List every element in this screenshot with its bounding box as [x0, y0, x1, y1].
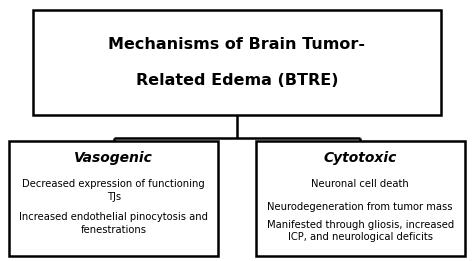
Text: Cytotoxic: Cytotoxic: [324, 151, 397, 165]
Text: Vasogenic: Vasogenic: [74, 151, 153, 165]
FancyBboxPatch shape: [9, 141, 218, 256]
Text: Mechanisms of Brain Tumor-: Mechanisms of Brain Tumor-: [109, 37, 365, 52]
Text: Related Edema (BTRE): Related Edema (BTRE): [136, 73, 338, 88]
Text: Decreased expression of functioning
TJs: Decreased expression of functioning TJs: [22, 179, 205, 202]
Text: Neurodegeneration from tumor mass: Neurodegeneration from tumor mass: [267, 203, 453, 212]
Text: Increased endothelial pinocytosis and
fenestrations: Increased endothelial pinocytosis and fe…: [19, 212, 208, 235]
Text: Neuronal cell death: Neuronal cell death: [311, 179, 409, 189]
FancyBboxPatch shape: [256, 141, 465, 256]
FancyBboxPatch shape: [33, 10, 441, 115]
Text: Manifested through gliosis, increased
ICP, and neurological deficits: Manifested through gliosis, increased IC…: [266, 220, 454, 242]
